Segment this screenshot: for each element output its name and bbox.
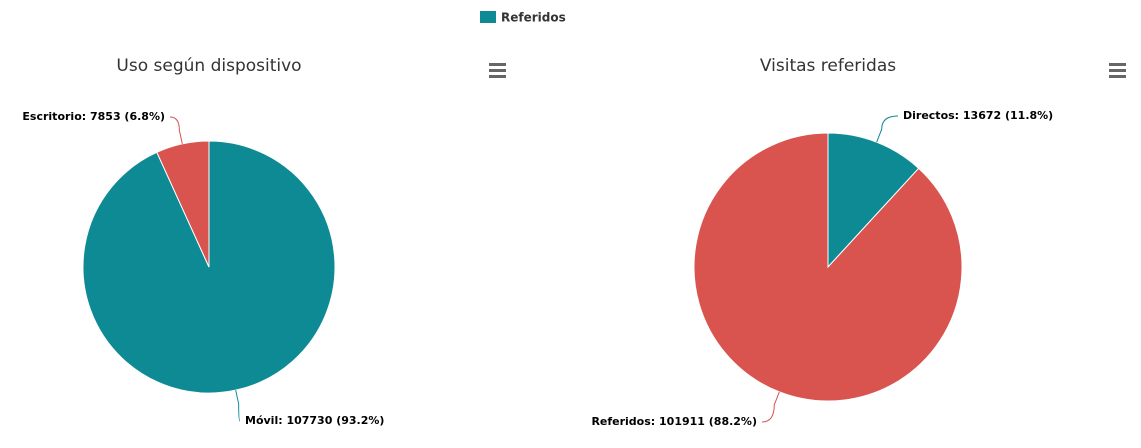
menu-bar: [489, 75, 506, 78]
data-label: Escritorio: 7853 (6.8%): [22, 110, 165, 123]
menu-button[interactable]: [489, 63, 506, 78]
menu-bar: [1109, 75, 1126, 78]
pie-slice: [156, 140, 210, 268]
data-label: Referidos: 101911 (88.2%): [591, 415, 757, 428]
menu-bar: [1109, 69, 1126, 72]
chart-title: Visitas referidas: [760, 56, 896, 76]
label-connector: [876, 115, 899, 143]
legend-swatch: [480, 11, 496, 23]
pie-slice: [827, 132, 920, 269]
menu-button[interactable]: [1109, 63, 1126, 78]
menu-bar: [489, 63, 506, 66]
menu-bar: [489, 69, 506, 72]
pie-slice: [693, 132, 963, 402]
label-connector: [761, 391, 780, 423]
label-connector: [169, 116, 183, 144]
label-connector: [235, 390, 241, 422]
chart-title: Uso según dispositivo: [116, 56, 301, 76]
menu-bar: [1109, 63, 1126, 66]
data-label: Móvil: 107730 (93.2%): [245, 414, 384, 427]
legend-label[interactable]: Referidos: [501, 11, 566, 25]
data-label: Directos: 13672 (11.8%): [903, 109, 1053, 122]
